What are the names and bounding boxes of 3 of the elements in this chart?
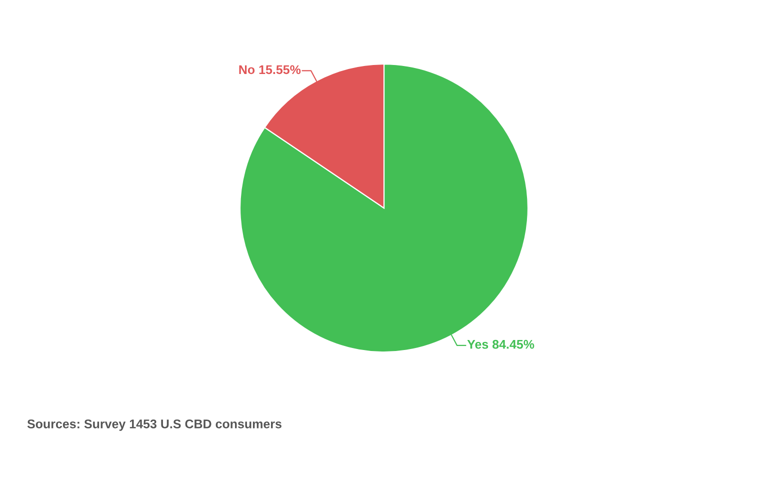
source-note: Sources: Survey 1453 U.S CBD consumers — [27, 420, 282, 431]
slice-label: No 15.55% — [239, 65, 301, 74]
slice-label: Yes 84.45% — [467, 340, 534, 349]
